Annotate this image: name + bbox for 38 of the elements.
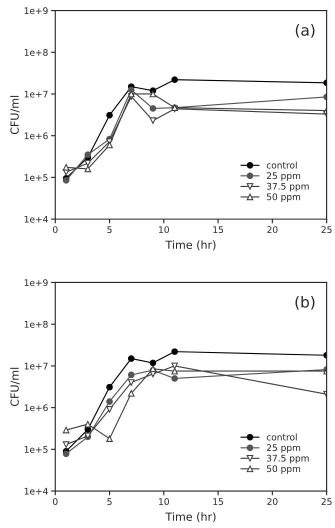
x-tick-label: 25 <box>322 226 332 234</box>
x-tick-label: 20 <box>267 498 278 505</box>
x-tick-label: 0 <box>53 226 58 234</box>
y-tick-label: 1e+6 <box>24 404 48 412</box>
legend-label: 25 ppm <box>266 444 300 453</box>
y-tick-label: 1e+4 <box>24 488 48 495</box>
y-tick-label: 1e+8 <box>24 49 48 56</box>
x-tick-label: 15 <box>213 226 224 234</box>
y-tick-label: 1e+5 <box>24 446 48 453</box>
y-axis-title: CFU/ml <box>10 96 20 134</box>
legend-label: control <box>266 434 297 441</box>
x-tick-label: 10 <box>159 226 169 234</box>
y-tick-label: 1e+7 <box>24 362 48 370</box>
x-axis-title: Time (hr) <box>165 240 216 250</box>
y-axis-title: CFU/ml <box>10 368 20 406</box>
legend-label: 37.5 ppm <box>266 454 309 464</box>
legend-label: 50 ppm <box>266 193 300 202</box>
x-tick-label: 5 <box>107 498 112 505</box>
y-tick-label: 1e+4 <box>24 216 48 223</box>
y-tick-label: 1e+9 <box>24 279 48 286</box>
y-tick-label: 1e+9 <box>24 7 48 14</box>
x-tick-label: 15 <box>213 498 224 505</box>
annotation: (b) <box>295 296 314 310</box>
x-tick-label: 10 <box>159 498 169 505</box>
y-tick-label: 1e+7 <box>24 90 48 98</box>
legend-label: 37.5 ppm <box>266 182 309 192</box>
legend-label: control <box>266 162 297 169</box>
x-tick-label: 20 <box>267 226 278 234</box>
annotation: (a) <box>296 24 314 38</box>
y-tick-label: 1e+5 <box>24 174 48 181</box>
y-tick-label: 1e+6 <box>24 132 48 140</box>
y-tick-label: 1e+8 <box>24 320 48 328</box>
x-tick-label: 5 <box>107 226 112 234</box>
legend-label: 50 ppm <box>266 465 300 474</box>
x-tick-label: 0 <box>53 498 58 505</box>
x-axis-title: Time (hr) <box>165 512 216 522</box>
x-tick-label: 25 <box>322 498 332 505</box>
legend-label: 25 ppm <box>266 172 300 181</box>
